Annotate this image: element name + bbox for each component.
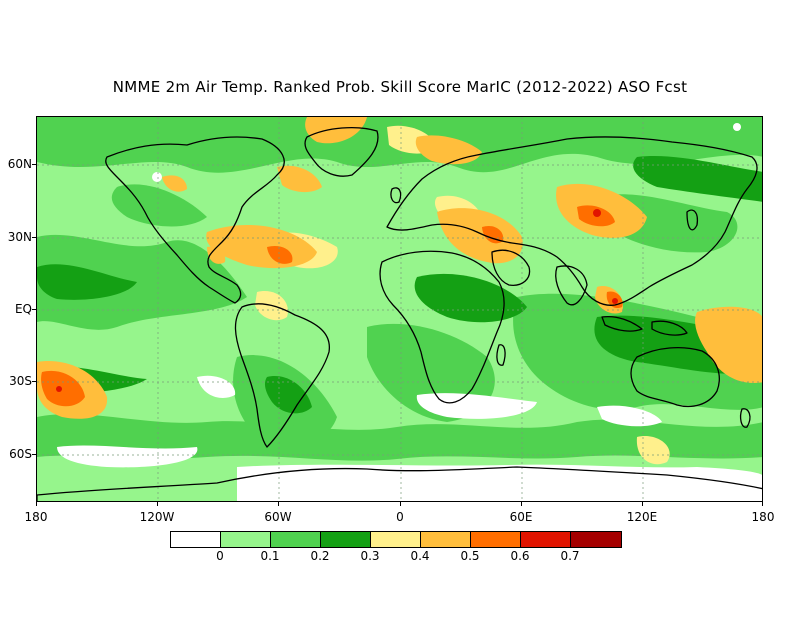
lat-tick (32, 454, 36, 455)
lon-tick (642, 502, 643, 506)
colorbar-swatch (271, 532, 321, 547)
colorbar-label: 0.1 (260, 549, 280, 563)
lat-label-60n: 60N (7, 157, 32, 171)
lon-label-120w: 120W (139, 510, 175, 524)
colorbar-label: 0.4 (410, 549, 430, 563)
lon-tick (762, 502, 763, 506)
lat-tick (32, 237, 36, 238)
lat-label-eq: EQ (14, 302, 32, 316)
lon-tick (278, 502, 279, 506)
colorbar-swatch (571, 532, 621, 547)
coastlines (37, 127, 762, 501)
skill-layer-0.6-0.7 (56, 209, 618, 392)
lon-label-120e: 120E (626, 510, 658, 524)
colorbar-swatch (471, 532, 521, 547)
lon-label-180e: 180 (751, 510, 775, 524)
colorbar-label: 0.5 (460, 549, 480, 563)
lat-label-60s: 60S (9, 447, 32, 461)
lon-label-180w: 180 (24, 510, 48, 524)
skill-layer-0.5-0.6 (41, 205, 623, 407)
colorbar-swatch (371, 532, 421, 547)
lon-label-60e: 60E (509, 510, 533, 524)
colorbar-swatch (171, 532, 221, 547)
map-title: NMME 2m Air Temp. Ranked Prob. Skill Sco… (112, 78, 688, 96)
colorbar-label: 0.6 (510, 549, 530, 563)
lat-label-30n: 30N (7, 230, 32, 244)
lat-tick (32, 164, 36, 165)
lon-tick (36, 502, 37, 506)
lat-label-30s: 30S (9, 374, 32, 388)
lon-tick (521, 502, 522, 506)
lat-tick (32, 381, 36, 382)
colorbar-label: 0.2 (310, 549, 330, 563)
lon-label-60w: 60W (264, 510, 292, 524)
lon-label-0: 0 (396, 510, 404, 524)
lon-tick (400, 502, 401, 506)
colorbar-swatch (521, 532, 571, 547)
colorbar (170, 531, 622, 548)
map-panel (36, 116, 763, 502)
colorbar-label: 0.7 (560, 549, 580, 563)
colorbar-swatch (421, 532, 471, 547)
colorbar-label: 0.3 (360, 549, 380, 563)
graticule (37, 117, 762, 501)
lon-tick (157, 502, 158, 506)
colorbar-label: 0 (216, 549, 224, 563)
skill-score-map (37, 117, 762, 501)
colorbar-swatch (321, 532, 371, 547)
skill-layer-below-0 (57, 123, 762, 501)
lat-tick (32, 309, 36, 310)
colorbar-swatch (221, 532, 271, 547)
